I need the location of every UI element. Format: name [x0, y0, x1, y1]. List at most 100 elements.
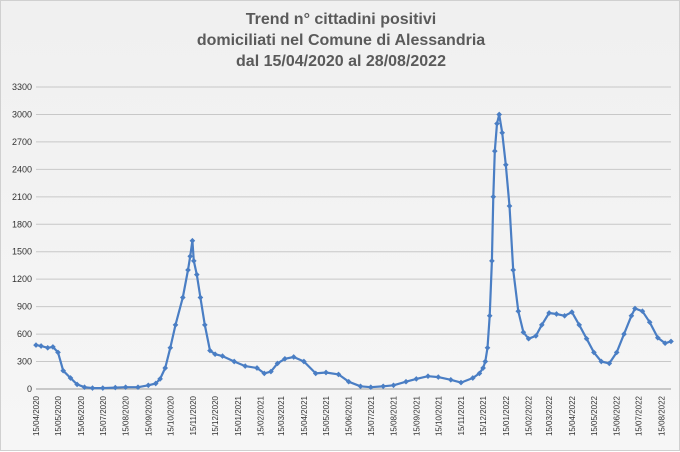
data-point — [621, 331, 627, 337]
data-point — [632, 305, 638, 312]
data-point — [193, 271, 200, 278]
data-point — [380, 383, 387, 390]
data-point — [613, 349, 620, 356]
x-tick-label: 15/04/2020 — [32, 395, 41, 436]
data-point — [489, 258, 495, 264]
x-tick-label: 15/09/2020 — [144, 395, 153, 436]
data-point — [425, 373, 431, 380]
data-point — [490, 193, 497, 200]
data-point — [628, 312, 635, 319]
y-tick-label: 0 — [27, 384, 32, 394]
data-point — [179, 294, 186, 301]
x-tick-label: 15/10/2021 — [434, 395, 443, 436]
data-point — [576, 322, 583, 328]
data-point — [458, 379, 464, 386]
y-tick-label: 300 — [17, 357, 32, 367]
x-tick-label: 15/08/2020 — [122, 395, 131, 436]
data-point — [152, 380, 159, 387]
data-point — [167, 344, 174, 351]
data-point — [520, 329, 527, 336]
data-point — [33, 342, 39, 348]
data-point — [162, 365, 169, 371]
data-point — [145, 382, 152, 389]
data-point — [506, 203, 513, 209]
x-tick-label: 15/06/2020 — [77, 395, 86, 436]
x-tick-label: 15/10/2020 — [166, 395, 175, 436]
data-point — [591, 349, 597, 356]
data-point — [254, 365, 260, 371]
data-point — [312, 370, 319, 377]
x-axis: 15/04/2020 15/05/2020 15/06/2020 15/07/2020… — [32, 388, 671, 436]
data-point — [482, 358, 489, 365]
data-point — [38, 343, 44, 349]
y-tick-label: 900 — [17, 302, 32, 312]
data-point — [486, 312, 493, 319]
data-point — [357, 383, 364, 390]
x-tick-label: 15/12/2021 — [479, 395, 488, 436]
data-point — [491, 148, 498, 154]
x-tick-label: 15/05/2022 — [590, 395, 599, 436]
x-tick-label: 15/11/2021 — [457, 395, 466, 435]
y-tick-label: 3300 — [12, 82, 32, 92]
data-point — [345, 378, 352, 385]
data-point — [494, 120, 500, 127]
data-point — [480, 365, 486, 371]
data-point — [367, 384, 374, 391]
data-point — [282, 355, 288, 362]
data-point — [502, 161, 509, 168]
gridlines — [36, 86, 671, 390]
chart-title-line: domiciliati nel Comune di Alessandria — [196, 32, 486, 49]
y-tick-label: 2700 — [12, 137, 32, 147]
y-tick-label: 3000 — [12, 109, 32, 119]
data-point — [274, 360, 281, 367]
y-tick-label: 1800 — [12, 219, 32, 229]
x-tick-label: 15/04/2021 — [300, 395, 309, 436]
data-point — [197, 294, 204, 301]
data-point — [335, 371, 342, 378]
data-point — [533, 333, 539, 339]
data-point — [476, 370, 483, 377]
data-point — [231, 358, 238, 365]
x-tick-label: 15/02/2021 — [257, 395, 266, 436]
data-point — [219, 353, 226, 359]
data-point — [122, 384, 129, 391]
x-tick-label: 15/08/2022 — [657, 395, 666, 436]
data-point — [157, 376, 163, 382]
data-point — [261, 370, 268, 377]
data-point — [323, 369, 329, 376]
data-point — [499, 129, 506, 136]
data-point — [212, 351, 218, 358]
x-tick-label: 15/03/2022 — [545, 395, 554, 436]
data-point — [639, 308, 646, 315]
chart-title-line: dal 15/04/2020 al 28/08/2022 — [236, 53, 446, 70]
data-point — [201, 322, 208, 328]
y-tick-label: 1200 — [12, 274, 32, 284]
x-tick-label: 15/08/2021 — [390, 395, 399, 436]
x-tick-label: 15/07/2021 — [367, 395, 376, 436]
data-point — [435, 374, 442, 380]
data-point — [546, 310, 552, 316]
data-point — [510, 267, 517, 273]
data-point — [553, 311, 560, 317]
x-tick-label: 15/04/2022 — [568, 395, 577, 436]
x-tick-label: 15/06/2022 — [613, 395, 622, 436]
x-tick-label: 15/05/2020 — [54, 395, 63, 436]
y-tick-label: 2100 — [12, 192, 32, 202]
data-point — [89, 385, 96, 391]
data-point — [185, 267, 191, 273]
series — [33, 111, 674, 391]
x-tick-label: 15/07/2020 — [99, 395, 108, 436]
data-point — [172, 322, 179, 328]
data-point — [187, 253, 194, 260]
data-point — [135, 384, 141, 391]
data-point — [74, 381, 80, 388]
data-point — [190, 258, 197, 264]
data-point — [99, 385, 106, 391]
x-tick-label: 15/12/2020 — [211, 395, 220, 436]
data-point — [496, 111, 503, 118]
data-point — [242, 363, 249, 369]
x-tick-label: 15/07/2022 — [635, 395, 644, 436]
data-point — [301, 358, 307, 365]
